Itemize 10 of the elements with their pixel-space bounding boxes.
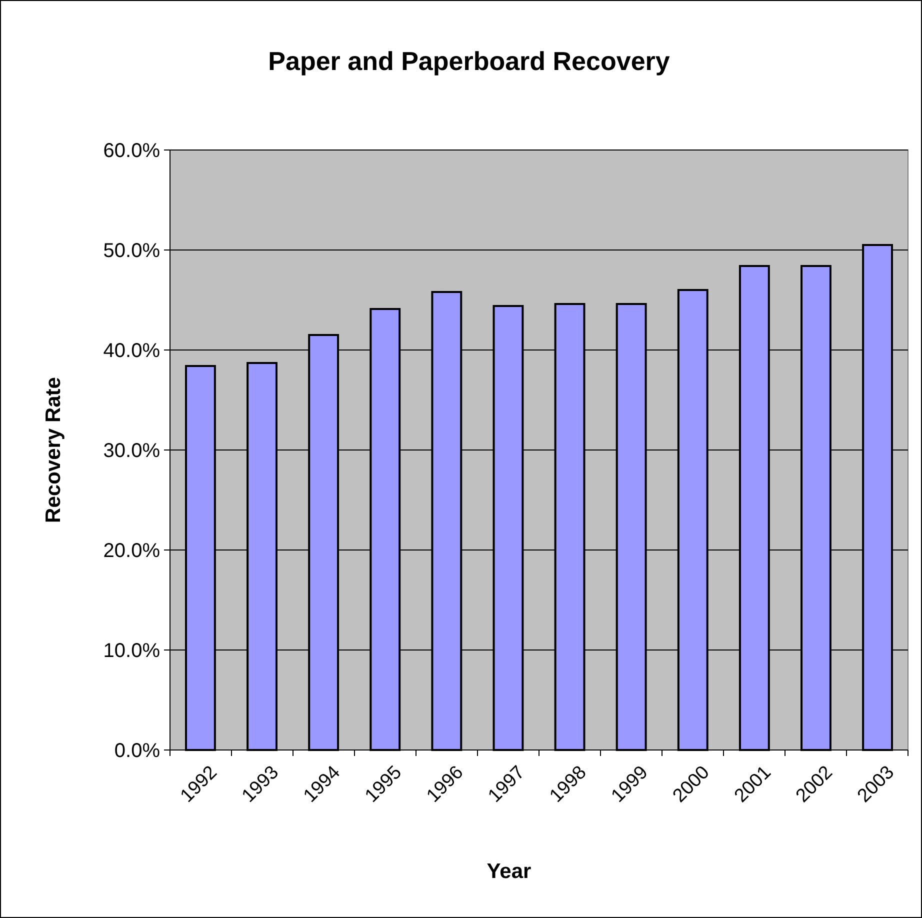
y-tick-label: 40.0% bbox=[103, 340, 160, 362]
y-tick-label: 20.0% bbox=[103, 540, 160, 562]
y-axis-title: Recovery Rate bbox=[42, 377, 65, 523]
chart-title: Paper and Paperboard Recovery bbox=[268, 46, 670, 76]
y-tick-label: 30.0% bbox=[103, 440, 160, 462]
x-axis-title: Year bbox=[486, 860, 532, 883]
y-tick-label: 60.0% bbox=[103, 140, 160, 162]
y-tick-label: 0.0% bbox=[114, 740, 160, 762]
y-tick-label: 10.0% bbox=[103, 640, 160, 662]
y-tick-label: 50.0% bbox=[103, 240, 160, 262]
